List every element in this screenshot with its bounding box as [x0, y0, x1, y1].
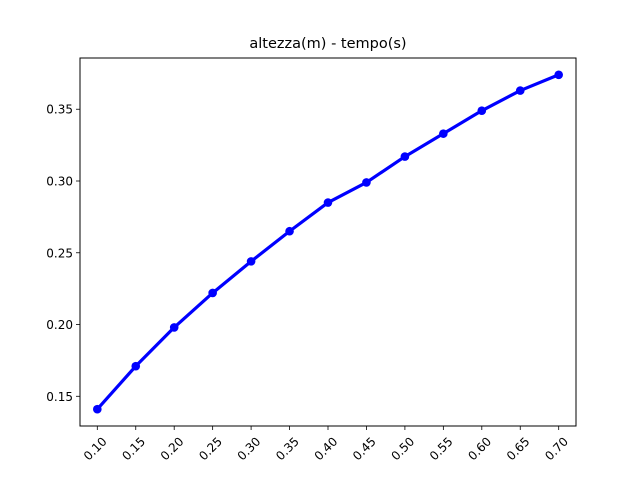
data-point [439, 129, 448, 138]
y-tick-label: 0.25 [46, 246, 73, 260]
y-tick-label: 0.30 [46, 175, 73, 189]
data-point [323, 198, 333, 207]
chart-title: altezza(m) - tempo(s) [249, 36, 406, 52]
data-point [362, 178, 371, 187]
y-axis: 0.15 0.20 0.25 0.30 0.35 [46, 103, 80, 404]
data-point [400, 152, 410, 161]
data-point [285, 226, 294, 236]
data-point [477, 106, 487, 115]
series-layer [93, 70, 563, 414]
data-point [246, 257, 256, 266]
data-point [93, 404, 102, 414]
y-tick-label: 0.15 [46, 390, 73, 404]
data-point [208, 288, 217, 298]
y-tick-label: 0.35 [46, 103, 73, 117]
data-point [515, 86, 525, 95]
y-tick-label: 0.20 [46, 318, 73, 332]
data-point [554, 70, 563, 80]
data-point [169, 323, 179, 332]
data-point [131, 361, 141, 371]
